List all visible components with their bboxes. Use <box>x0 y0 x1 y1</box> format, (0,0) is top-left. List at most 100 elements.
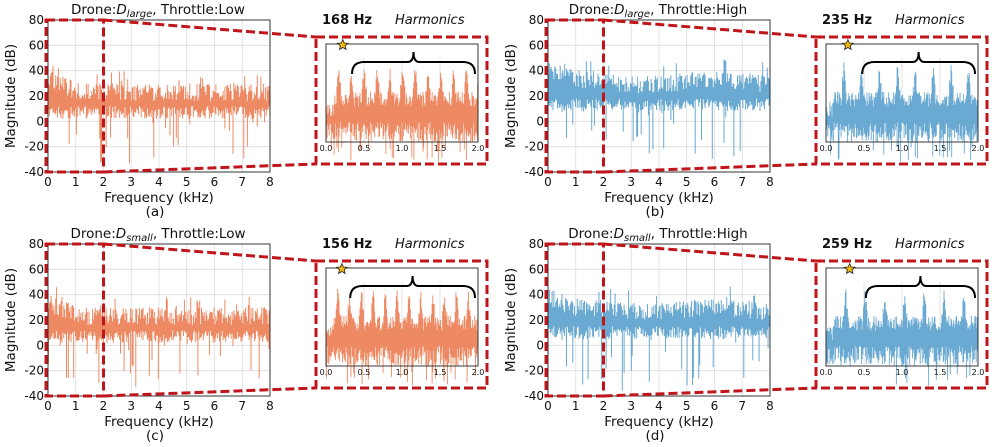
x-tick-label: 0 <box>44 399 52 413</box>
zoom-x-tick-label: 2.0 <box>472 368 485 377</box>
chart-panel-a: 0 1 2 3 4 5 6 7 8 -40 -20 0 20 40 60 80 Frequency (kHz) M… <box>3 2 489 220</box>
plot-frame <box>547 19 771 173</box>
x-tick-label: 5 <box>183 175 191 189</box>
y-tick-label: 80 <box>529 13 544 27</box>
x-tick-label: 4 <box>155 399 163 413</box>
x-tick-label: 6 <box>211 175 219 189</box>
x-tick-label: 1 <box>572 399 580 413</box>
title-drone-sub: large <box>127 9 153 20</box>
y-tick-label: 60 <box>529 262 544 276</box>
y-axis-label: Magnitude (dB) <box>3 268 19 372</box>
title-drone: D <box>116 2 126 18</box>
x-tick-label: 8 <box>266 399 274 413</box>
x-tick-label: 5 <box>683 399 691 413</box>
x-tick-label: 5 <box>683 175 691 189</box>
spectrum-series <box>48 287 271 388</box>
x-tick-label: 7 <box>738 399 746 413</box>
zoom-connector-bottom <box>603 162 817 174</box>
zoom-plot-frame <box>325 267 479 367</box>
title-drone-sub: small <box>126 233 153 244</box>
y-tick-label: -20 <box>24 364 44 378</box>
fundamental-frequency-label: 259 Hz <box>822 237 872 252</box>
zoom-x-tick-label: 2.0 <box>472 144 485 153</box>
zoom-x-tick-label: 2.0 <box>972 144 985 153</box>
zoom-region-highlight <box>544 242 605 398</box>
title-prefix: Drone: <box>70 226 115 242</box>
title-suffix: , Throttle:High <box>650 2 747 18</box>
x-tick-label: 2 <box>100 175 108 189</box>
zoom-connector-top <box>103 242 317 263</box>
y-tick-label: 80 <box>529 237 544 251</box>
zoom-x-tick-label: 1.0 <box>396 368 409 377</box>
y-tick-label: -40 <box>24 389 44 403</box>
x-tick-label: 6 <box>711 399 719 413</box>
y-tick-label: -40 <box>524 165 544 179</box>
spectrum-series <box>548 59 771 159</box>
fundamental-star-icon <box>843 262 856 275</box>
zoom-connector-top <box>603 18 817 39</box>
fundamental-star-icon <box>335 262 349 275</box>
y-tick-label: 20 <box>29 313 44 327</box>
x-tick-label: 0 <box>544 175 552 189</box>
zoom-region-highlight <box>44 242 105 398</box>
x-tick-label: 1 <box>572 175 580 189</box>
y-tick-label: 40 <box>529 64 544 78</box>
x-tick-label: 4 <box>655 399 663 413</box>
zoom-connector-bottom <box>103 386 317 398</box>
zoom-connector-bottom <box>103 162 317 174</box>
y-tick-label: 0 <box>36 114 44 128</box>
zoom-connector-top <box>103 18 317 39</box>
x-axis-label: Frequency (kHz) <box>604 190 714 206</box>
x-tick-label: 4 <box>155 175 163 189</box>
y-axis-label: Magnitude (dB) <box>3 44 19 148</box>
x-axis-label: Frequency (kHz) <box>604 414 714 430</box>
zoom-plot-frame <box>825 43 979 143</box>
title-prefix: Drone: <box>568 226 613 242</box>
harmonics-brace <box>861 51 976 75</box>
zoom-box <box>814 35 989 166</box>
x-tick-label: 2 <box>600 175 608 189</box>
harmonics-label: Harmonics <box>895 13 965 28</box>
zoom-x-tick-label: 1.5 <box>434 368 447 377</box>
fundamental-star-icon <box>336 38 349 51</box>
chart-title: Drone:Dlarge, Throttle:Low <box>71 2 245 20</box>
title-drone: D <box>614 2 624 18</box>
y-tick-label: 80 <box>29 237 44 251</box>
zoom-x-tick-label: 2.0 <box>972 368 985 377</box>
x-tick-label: 7 <box>238 175 246 189</box>
title-drone: D <box>116 226 126 242</box>
y-tick-label: 0 <box>36 338 44 352</box>
zoom-x-tick-label: 0.0 <box>320 144 333 153</box>
harmonics-label: Harmonics <box>895 237 965 252</box>
x-tick-label: 7 <box>738 175 746 189</box>
zoom-x-tick-label: 0.5 <box>858 144 871 153</box>
chart-panel-b: 0 1 2 3 4 5 6 7 8 -40 -20 0 20 40 60 80 Frequency (kHz) M… <box>503 2 989 220</box>
harmonics-brace <box>864 275 976 299</box>
fundamental-star-icon <box>841 38 855 51</box>
spectrum-series <box>48 65 271 164</box>
y-tick-label: 60 <box>29 38 44 52</box>
harmonics-brace <box>351 51 476 75</box>
zoom-x-tick-label: 0.0 <box>320 368 333 377</box>
title-prefix: Drone: <box>569 2 614 18</box>
x-axis-label: Frequency (kHz) <box>104 414 214 430</box>
zoom-x-tick-label: 1.0 <box>896 368 909 377</box>
chart-title: Drone:Dlarge, Throttle:High <box>569 2 747 20</box>
plot-frame <box>47 19 271 173</box>
title-drone-sub: small <box>624 233 651 244</box>
zoom-x-tick-label: 1.5 <box>934 368 947 377</box>
title-drone-sub: large <box>625 9 651 20</box>
y-tick-label: -20 <box>24 140 44 154</box>
x-tick-label: 1 <box>72 175 80 189</box>
y-tick-label: -20 <box>524 140 544 154</box>
x-tick-label: 6 <box>211 399 219 413</box>
y-tick-label: 20 <box>529 89 544 103</box>
x-tick-label: 8 <box>766 399 774 413</box>
zoom-plot-frame <box>825 267 979 367</box>
y-tick-label: -20 <box>524 364 544 378</box>
y-axis-label: Magnitude (dB) <box>503 44 519 148</box>
y-tick-label: 80 <box>29 13 44 27</box>
y-tick-label: 0 <box>536 338 544 352</box>
x-tick-label: 3 <box>627 175 635 189</box>
y-tick-label: 60 <box>29 262 44 276</box>
